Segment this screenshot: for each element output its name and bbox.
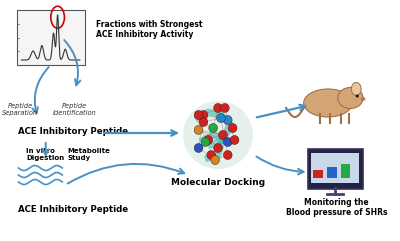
- Text: ACE Inhibitory Peptide: ACE Inhibitory Peptide: [18, 205, 129, 214]
- Circle shape: [214, 143, 222, 153]
- Ellipse shape: [304, 89, 352, 117]
- Circle shape: [223, 138, 232, 147]
- FancyBboxPatch shape: [312, 153, 359, 183]
- Circle shape: [223, 150, 232, 160]
- Text: Monitoring the
Blood pressure of SHRs: Monitoring the Blood pressure of SHRs: [286, 198, 388, 217]
- Circle shape: [194, 143, 203, 153]
- Text: Molecular Docking: Molecular Docking: [171, 178, 265, 187]
- Text: Fractions with Strongest
ACE Inhibitory Activity: Fractions with Strongest ACE Inhibitory …: [96, 20, 203, 39]
- Circle shape: [218, 130, 227, 140]
- Ellipse shape: [183, 101, 253, 169]
- Text: Peptide
Separation: Peptide Separation: [2, 103, 38, 116]
- Circle shape: [199, 111, 208, 120]
- Bar: [341, 164, 350, 178]
- Bar: [327, 167, 337, 178]
- Circle shape: [199, 118, 208, 127]
- FancyBboxPatch shape: [308, 149, 363, 189]
- Circle shape: [204, 135, 213, 145]
- Circle shape: [194, 126, 203, 134]
- FancyBboxPatch shape: [16, 10, 85, 65]
- Circle shape: [209, 123, 218, 133]
- Circle shape: [216, 114, 225, 122]
- Circle shape: [194, 111, 203, 120]
- Bar: [313, 170, 323, 178]
- Circle shape: [211, 155, 220, 165]
- Circle shape: [201, 138, 210, 147]
- Circle shape: [223, 115, 232, 125]
- Circle shape: [214, 103, 222, 113]
- Circle shape: [230, 135, 239, 145]
- Text: ACE Inhibitory Peptide: ACE Inhibitory Peptide: [18, 127, 129, 136]
- Text: Metabolite
Study: Metabolite Study: [67, 148, 110, 161]
- Circle shape: [207, 150, 216, 160]
- Text: Peptide
Identification: Peptide Identification: [53, 103, 97, 116]
- Ellipse shape: [361, 98, 365, 100]
- Circle shape: [228, 123, 237, 133]
- Circle shape: [356, 94, 359, 98]
- Ellipse shape: [338, 87, 363, 108]
- Text: In vitro
Digestion: In vitro Digestion: [26, 148, 64, 161]
- Ellipse shape: [351, 82, 361, 95]
- Circle shape: [220, 103, 229, 113]
